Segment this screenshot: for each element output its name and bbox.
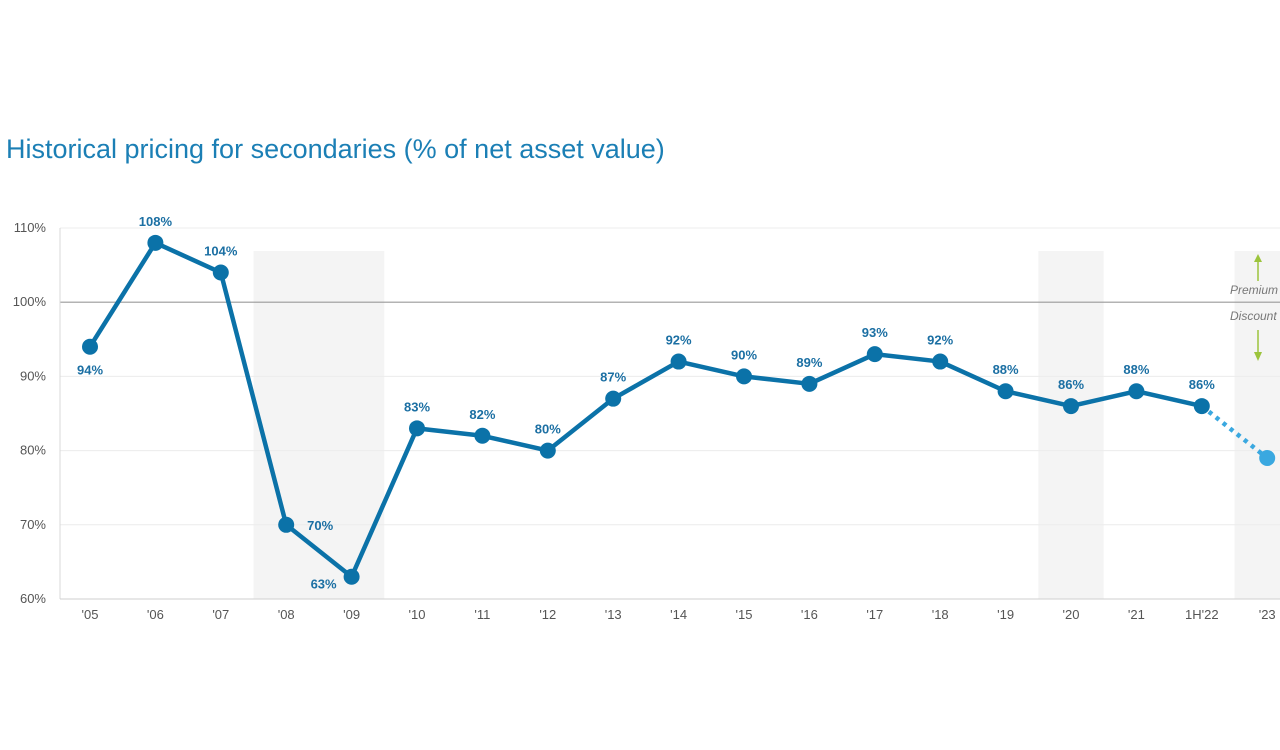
- data-label-11: 89%: [796, 355, 822, 370]
- data-labels: 94% 108% 104% 70% 63% 83% 82% 80% 87% 92% 90% 89% 93…: [77, 214, 1215, 592]
- x-tick-label-7: '12: [539, 607, 556, 622]
- data-point-10: [736, 368, 752, 385]
- data-label-9: 92%: [666, 333, 692, 348]
- chart-title: Historical pricing for secondaries (% of…: [6, 134, 665, 164]
- data-point-17: [1193, 398, 1210, 415]
- y-tick-label-80: 80%: [20, 443, 46, 458]
- data-label-17: 86%: [1189, 377, 1215, 392]
- premium-arrow-head: [1254, 254, 1262, 262]
- data-point-9: [670, 353, 687, 370]
- data-points: [82, 234, 1276, 585]
- data-point-2: [212, 264, 229, 281]
- data-label-14: 88%: [993, 362, 1019, 377]
- x-tick-label-9: '14: [670, 607, 687, 622]
- series-line: [88, 240, 1269, 579]
- premium-discount-annotation: Premium Discount: [1230, 254, 1278, 361]
- x-tick-label-10: '15: [736, 607, 753, 622]
- x-tick-label-0: '05: [82, 607, 99, 622]
- data-point-14: [997, 383, 1014, 400]
- data-label-1: 108%: [139, 214, 173, 229]
- data-point-15: [1063, 398, 1079, 415]
- data-point-13: [932, 353, 949, 370]
- data-label-4: 63%: [311, 577, 337, 592]
- x-tick-label-6: '11: [474, 607, 490, 622]
- data-point-1: [147, 234, 164, 251]
- data-point-3: [278, 516, 295, 533]
- data-label-5: 83%: [404, 399, 430, 414]
- data-point-0: [82, 338, 98, 355]
- data-label-10: 90%: [731, 347, 757, 362]
- data-point-11: [801, 375, 818, 392]
- y-tick-label-70: 70%: [20, 517, 46, 532]
- data-label-16: 88%: [1123, 362, 1149, 377]
- x-tick-label-16: '21: [1128, 607, 1145, 622]
- x-tick-label-11: '16: [801, 607, 818, 622]
- x-tick-label-14: '19: [997, 607, 1014, 622]
- data-point-5: [409, 420, 425, 437]
- x-tick-label-3: '08: [278, 607, 295, 622]
- data-point-6: [474, 427, 491, 444]
- data-point-12: [866, 346, 883, 363]
- data-point-7: [539, 442, 556, 459]
- x-tick-label-18: '23: [1259, 607, 1276, 622]
- data-label-8: 87%: [600, 370, 626, 385]
- data-point-8: [605, 390, 622, 407]
- shaded-period-2: [1234, 251, 1280, 599]
- y-tick-label-110: 110%: [14, 220, 47, 235]
- y-tick-label-100: 100%: [13, 294, 47, 309]
- data-label-13: 92%: [927, 333, 953, 348]
- data-label-12: 93%: [862, 325, 888, 340]
- shaded-period-1: [1038, 251, 1104, 599]
- discount-arrow-head: [1254, 352, 1262, 361]
- data-point-4: [343, 568, 360, 585]
- x-tick-label-2: '07: [212, 607, 229, 622]
- y-axis: 60% 70% 80% 90% 100% 110%: [13, 220, 61, 606]
- data-label-15: 86%: [1058, 377, 1084, 392]
- data-point-18: [1259, 450, 1276, 467]
- x-tick-label-15: '20: [1063, 607, 1080, 622]
- x-tick-label-1: '06: [147, 607, 164, 622]
- y-tick-label-90: 90%: [20, 368, 46, 383]
- data-label-7: 80%: [535, 422, 561, 437]
- x-tick-label-4: '09: [343, 607, 360, 622]
- x-tick-label-12: '17: [866, 607, 883, 622]
- series-line-actual: [88, 240, 1203, 579]
- x-tick-label-5: '10: [409, 607, 426, 622]
- x-tick-label-8: '13: [605, 607, 622, 622]
- y-tick-label-60: 60%: [20, 591, 46, 606]
- shaded-periods: [253, 251, 1280, 599]
- data-label-3: 70%: [307, 518, 333, 533]
- premium-label: Premium: [1230, 283, 1278, 297]
- data-point-16: [1128, 383, 1145, 400]
- data-label-2: 104%: [204, 244, 238, 259]
- x-axis: '05 '06 '07 '08 '09 '10 '11 '12 '13 '14 '15 '16 '17 '…: [60, 598, 1280, 622]
- shaded-period-0: [253, 251, 385, 599]
- discount-label: Discount: [1230, 309, 1277, 323]
- x-tick-label-13: '18: [932, 607, 949, 622]
- data-label-0: 94%: [77, 363, 103, 378]
- data-label-6: 82%: [469, 407, 495, 422]
- x-tick-label-17: 1H'22: [1185, 607, 1219, 622]
